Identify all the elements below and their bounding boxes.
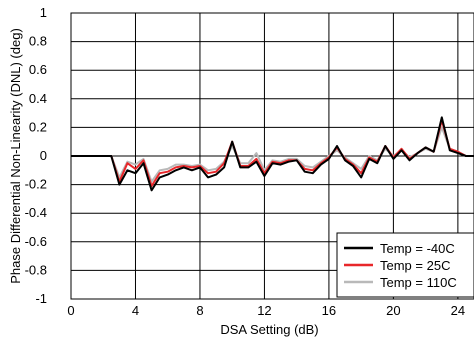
x-tick-label: 0: [67, 303, 74, 318]
x-tick-label: 12: [257, 303, 271, 318]
y-tick-label: 0: [40, 148, 47, 163]
y-tick-label: 0.2: [29, 119, 47, 134]
legend: Temp = -40C Temp = 25C Temp = 110C: [336, 232, 474, 298]
x-tick-label: 16: [322, 303, 336, 318]
y-tick-label: 1: [40, 5, 47, 20]
legend-label: Temp = -40C: [380, 241, 455, 256]
series-lines: [71, 116, 474, 192]
legend-label: Temp = 110C: [380, 275, 457, 290]
x-axis-label: DSA Setting (dB): [220, 322, 318, 337]
y-tick-label: 0.4: [29, 91, 47, 106]
x-tick-label: 4: [132, 303, 139, 318]
x-tick-label: 8: [196, 303, 203, 318]
y-tick-label: 0.6: [29, 62, 47, 77]
legend-label: Temp = 25C: [380, 258, 450, 273]
y-tick-label: -0.2: [25, 177, 47, 192]
y-tick-label: -0.4: [25, 205, 47, 220]
y-tick-labels: -1 -0.8 -0.6 -0.4 -0.2 0 0.2 0.4 0.6 0.8 1: [25, 5, 47, 306]
y-axis-label: Phase Differential Non-Linearity (DNL) (…: [8, 28, 23, 284]
x-tick-labels: 0 4 8 12 16 20 24: [67, 303, 465, 318]
y-tick-label: 0.8: [29, 34, 47, 49]
y-tick-label: -0.8: [25, 262, 47, 277]
series-line: [71, 116, 474, 192]
y-tick-label: -1: [35, 291, 47, 306]
x-tick-label: 24: [451, 303, 465, 318]
x-tick-label: 20: [386, 303, 400, 318]
plot-frame: [70, 12, 474, 300]
y-tick-label: -0.6: [25, 234, 47, 249]
